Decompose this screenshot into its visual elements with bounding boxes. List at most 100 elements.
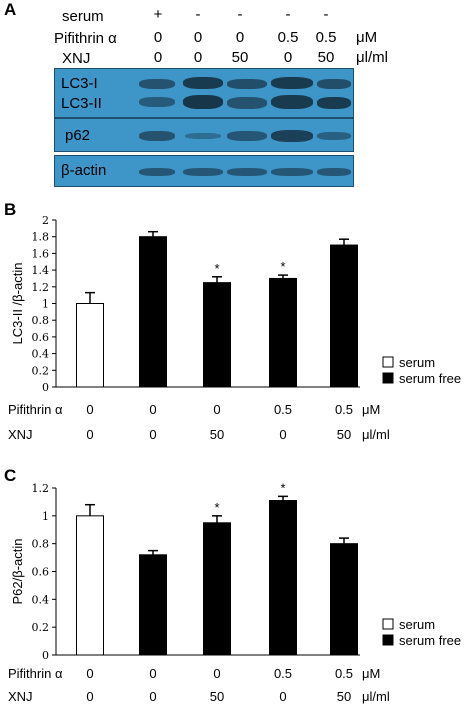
blot-band bbox=[227, 79, 267, 89]
row-label-serum: serum bbox=[62, 8, 104, 25]
blot-band bbox=[139, 97, 175, 107]
blot-band bbox=[271, 77, 313, 89]
chart-c: P62/β-actin 0 0.2 0.4 0.6 0.8 1 1.2 * * serumserum… bbox=[8, 480, 461, 704]
condition-value: 0.5 bbox=[335, 666, 353, 681]
y-tick-label: 0.8 bbox=[32, 314, 50, 327]
beta-actin-label: β-actin bbox=[61, 162, 107, 179]
p62-blot: p62 bbox=[54, 118, 354, 152]
significance-star: * bbox=[214, 261, 219, 276]
y-axis-label: P62/β-actin bbox=[10, 538, 25, 604]
legend-swatch-serum-free bbox=[382, 372, 394, 384]
blot-band bbox=[185, 133, 221, 139]
bar bbox=[139, 236, 167, 388]
condition-label: XNJ bbox=[8, 689, 33, 704]
blot-band bbox=[317, 132, 351, 140]
serum-value: - bbox=[237, 6, 243, 23]
blot-band bbox=[271, 168, 313, 176]
xnj-value: 50 bbox=[231, 49, 249, 66]
y-tick-label: 0.4 bbox=[32, 348, 50, 361]
condition-unit: μM bbox=[362, 402, 380, 417]
panel-c-letter: C bbox=[4, 466, 17, 485]
blot-band bbox=[317, 79, 351, 89]
condition-unit: μl/ml bbox=[362, 427, 390, 442]
blot-band bbox=[139, 168, 175, 176]
pifithrin-value: 0 bbox=[235, 29, 245, 46]
pifithrin-value: 0.5 bbox=[277, 29, 299, 46]
significance-star: * bbox=[214, 500, 219, 515]
condition-value: 50 bbox=[337, 427, 351, 442]
y-tick-label: 0.8 bbox=[32, 538, 50, 551]
y-tick-label: 1.2 bbox=[32, 281, 50, 294]
condition-value: 0 bbox=[149, 666, 156, 681]
bar bbox=[139, 554, 167, 656]
condition-label: XNJ bbox=[8, 427, 33, 442]
xnj-value: 0 bbox=[153, 49, 163, 66]
y-tick-label: 1.8 bbox=[32, 231, 50, 244]
condition-value: 50 bbox=[210, 689, 224, 704]
y-tick-label: 0 bbox=[42, 381, 49, 394]
blot-band bbox=[271, 130, 313, 142]
bar bbox=[76, 303, 104, 388]
serum-value: + bbox=[153, 6, 163, 23]
condition-value: 0.5 bbox=[274, 402, 292, 417]
xnj-value: 0 bbox=[193, 49, 203, 66]
bar bbox=[269, 500, 297, 656]
serum-value: - bbox=[195, 6, 201, 23]
y-tick-label: 1.4 bbox=[32, 264, 50, 277]
y-axis-label: LC3-II /β-actin bbox=[10, 263, 25, 345]
condition-value: 0 bbox=[86, 427, 93, 442]
bar bbox=[330, 244, 358, 388]
condition-value: 0.5 bbox=[274, 666, 292, 681]
row-label-xnj: XNJ bbox=[62, 50, 91, 67]
blot-band bbox=[227, 168, 267, 176]
bar bbox=[76, 515, 104, 656]
condition-value: 50 bbox=[210, 427, 224, 442]
condition-value: 0 bbox=[86, 402, 93, 417]
xnj-unit: μl/ml bbox=[356, 49, 388, 66]
y-tick-label: 0.6 bbox=[32, 331, 50, 344]
y-tick-label: 0 bbox=[42, 649, 49, 662]
significance-star: * bbox=[280, 259, 285, 274]
bar bbox=[203, 522, 231, 656]
pifithrin-value: 0 bbox=[193, 29, 203, 46]
legend-label-serum: serum bbox=[399, 617, 435, 632]
bar bbox=[269, 277, 297, 388]
condition-unit: μM bbox=[362, 666, 380, 681]
beta-actin-blot: β-actin bbox=[54, 155, 354, 187]
bar bbox=[203, 282, 231, 388]
condition-value: 0 bbox=[279, 427, 286, 442]
condition-value: 0 bbox=[149, 402, 156, 417]
blot-band bbox=[227, 131, 267, 141]
y-tick-label: 2 bbox=[42, 214, 49, 227]
y-tick-label: 0.2 bbox=[32, 364, 50, 377]
blot-band bbox=[183, 168, 223, 176]
condition-value: 0 bbox=[86, 689, 93, 704]
condition-value: 0 bbox=[279, 689, 286, 704]
bar bbox=[330, 543, 358, 656]
lc3-blot: LC3-I LC3-II bbox=[54, 68, 354, 118]
condition-value: 0.5 bbox=[335, 402, 353, 417]
condition-label: Pifithrin α bbox=[8, 402, 63, 417]
y-tick-label: 0.2 bbox=[32, 621, 50, 634]
y-tick-label: 1.2 bbox=[32, 482, 50, 495]
serum-value: - bbox=[323, 6, 329, 23]
y-tick-label: 0.4 bbox=[32, 593, 50, 606]
serum-value: - bbox=[285, 6, 291, 23]
condition-value: 0 bbox=[86, 666, 93, 681]
y-tick-label: 0.6 bbox=[32, 566, 50, 579]
condition-value: 0 bbox=[149, 427, 156, 442]
pifithrin-unit: μM bbox=[356, 29, 378, 46]
condition-value: 0 bbox=[149, 689, 156, 704]
y-tick-label: 1 bbox=[42, 298, 49, 311]
blot-band bbox=[183, 77, 223, 89]
panel-a-letter: A bbox=[4, 0, 17, 19]
lc3-i-label: LC3-I bbox=[61, 75, 98, 92]
legend-swatch-serum-free bbox=[382, 634, 394, 646]
blot-band bbox=[317, 97, 351, 109]
legend-label-serum-free: serum free bbox=[399, 371, 461, 386]
lc3-ii-label: LC3-II bbox=[61, 95, 102, 112]
legend-label-serum-free: serum free bbox=[399, 633, 461, 648]
condition-value: 0 bbox=[213, 666, 220, 681]
blot-band bbox=[183, 95, 223, 109]
legend-swatch-serum bbox=[382, 618, 394, 630]
